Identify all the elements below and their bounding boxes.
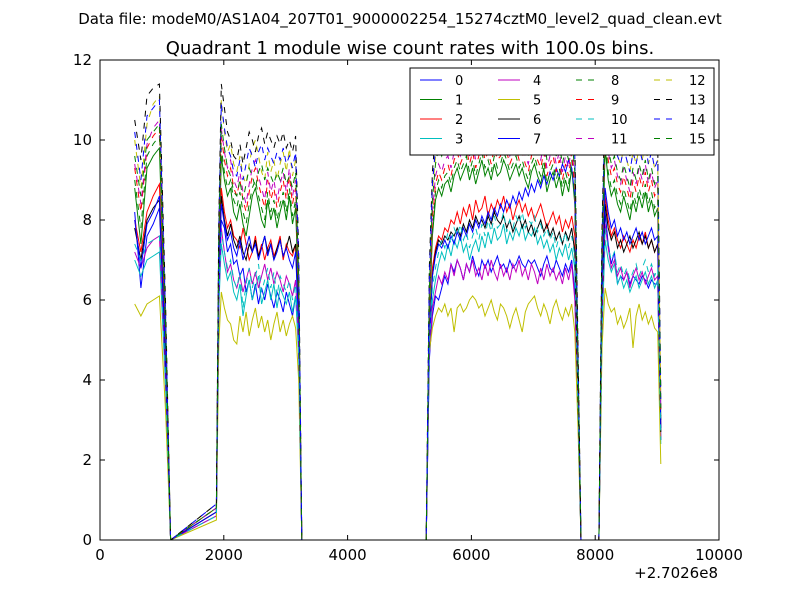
series-line-5 [134,287,662,540]
y-tick-label: 0 [82,531,92,549]
x-tick-label: 0 [95,546,105,564]
legend-label-10: 10 [611,113,628,128]
legend-label-13: 13 [689,94,706,109]
plot-area: 0 2000 4000 6000 8000 10000024681012012345678… [73,51,743,564]
series-line-8 [134,134,662,540]
legend-label-6: 6 [533,113,541,128]
series-line-9 [134,126,662,540]
legend-label-3: 3 [455,133,463,148]
series-line-3 [134,223,662,540]
legend-label-12: 12 [689,74,706,89]
legend-box [409,67,715,156]
series-line-7 [134,158,662,540]
figure-suptitle: Data file: modeM0/AS1A04_207T01_90000022… [78,10,722,29]
x-tick-label: 4000 [329,546,367,564]
chart-title: Quadrant 1 module wise count rates with … [166,38,655,59]
legend-label-4: 4 [533,74,541,89]
x-offset-label: +2.7026e8 [634,564,718,582]
legend-label-11: 11 [611,133,628,148]
legend-label-1: 1 [455,94,463,109]
y-tick-label: 2 [82,451,92,469]
x-tick-label: 10000 [695,546,743,564]
y-tick-label: 4 [82,371,92,389]
legend-label-2: 2 [455,113,463,128]
legend-label-15: 15 [689,133,706,148]
x-tick-label: 2000 [205,546,243,564]
legend-label-8: 8 [611,74,619,89]
legend-label-14: 14 [689,113,706,128]
series-line-10 [134,211,662,540]
series-line-2 [134,182,662,540]
x-tick-label: 8000 [576,546,614,564]
legend-label-0: 0 [455,74,463,89]
legend-label-7: 7 [533,133,541,148]
y-tick-label: 6 [82,291,92,309]
y-tick-label: 8 [82,211,92,229]
x-tick-label: 6000 [452,546,490,564]
legend-label-9: 9 [611,94,619,109]
legend-label-5: 5 [533,94,541,109]
y-tick-label: 10 [73,131,92,149]
y-tick-label: 12 [73,51,92,69]
